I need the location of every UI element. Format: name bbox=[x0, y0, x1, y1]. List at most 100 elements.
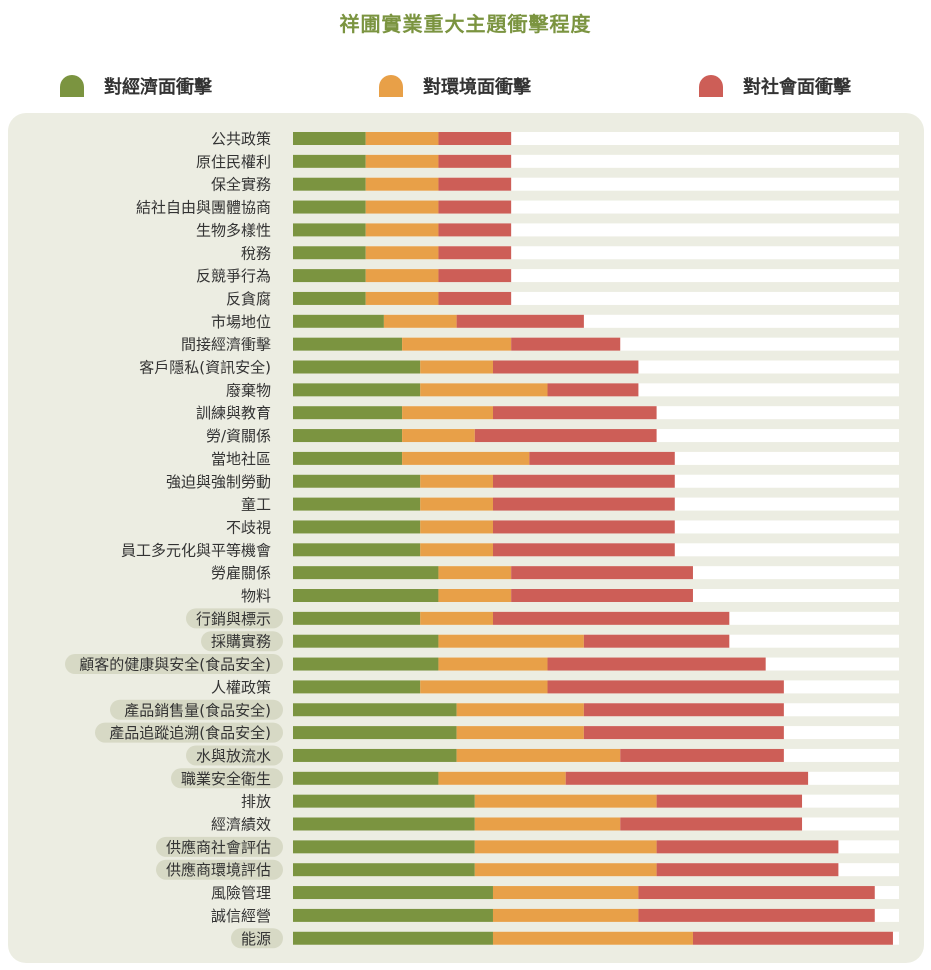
bar-segment-social bbox=[438, 291, 512, 305]
legend-label-social: 對社會面衝擊 bbox=[743, 77, 851, 98]
bar-segment-environmental bbox=[438, 566, 512, 580]
bar-segment-environmental bbox=[420, 383, 548, 397]
bar-segment-social bbox=[492, 497, 675, 511]
bar-segment-economic bbox=[293, 817, 475, 831]
bar-segment-social bbox=[492, 611, 730, 625]
bar-segment-environmental bbox=[383, 314, 457, 328]
bar-segment-social bbox=[583, 634, 730, 648]
bar-segment-environmental bbox=[492, 931, 693, 945]
bar-segment-social bbox=[492, 474, 675, 488]
bar-segment-social bbox=[656, 863, 839, 877]
bar-segment-environmental bbox=[438, 589, 512, 602]
chart-row: 間接經濟衝擊 bbox=[181, 336, 899, 354]
bar-segment-economic bbox=[293, 703, 457, 717]
bar-segment-social bbox=[438, 200, 512, 214]
bar-segment-environmental bbox=[402, 406, 493, 420]
category-label: 能源 bbox=[241, 930, 271, 948]
bar-segment-social bbox=[638, 886, 875, 900]
bar-segment-economic bbox=[293, 451, 403, 465]
category-label: 產品追蹤追溯(食品安全) bbox=[109, 724, 271, 742]
stacked-bar-chart: 公共政策原住民權利保全實務結社自由與團體協商生物多樣性稅務反競爭行為反貪腐市場地… bbox=[65, 130, 899, 949]
bar-segment-economic bbox=[293, 429, 403, 443]
bar-segment-environmental bbox=[365, 132, 439, 145]
chart-row: 排放 bbox=[241, 793, 899, 811]
category-highlight bbox=[65, 654, 283, 675]
bar-segment-economic bbox=[293, 154, 366, 168]
bar-segment-social bbox=[438, 223, 512, 237]
legend-swatch-environmental bbox=[379, 75, 403, 97]
bar-segment-economic bbox=[293, 771, 439, 785]
bar-segment-economic bbox=[293, 474, 421, 488]
category-label: 訓練與教育 bbox=[196, 404, 271, 422]
category-label: 經濟績效 bbox=[211, 816, 271, 834]
chart-row: 誠信經營 bbox=[211, 907, 899, 925]
category-label: 童工 bbox=[241, 496, 271, 514]
chart-row: 市場地位 bbox=[211, 313, 899, 331]
chart-row: 人權政策 bbox=[211, 678, 899, 696]
legend-swatch-economic bbox=[60, 75, 84, 97]
category-label: 公共政策 bbox=[211, 130, 271, 148]
category-label: 排放 bbox=[241, 793, 271, 811]
bar-segment-economic bbox=[293, 931, 493, 945]
bar-segment-economic bbox=[293, 886, 493, 900]
chart-title: 祥圃實業重大主題衝擊程度 bbox=[339, 12, 592, 36]
bar-segment-economic bbox=[293, 200, 366, 214]
chart-row: 反競爭行為 bbox=[196, 267, 899, 285]
category-highlight bbox=[186, 745, 283, 766]
category-highlight bbox=[110, 699, 283, 720]
category-label: 物料 bbox=[241, 587, 271, 605]
legend-swatch-social bbox=[699, 75, 723, 97]
chart-row: 結社自由與團體協商 bbox=[136, 199, 899, 217]
bar-segment-environmental bbox=[365, 200, 439, 214]
bar-segment-environmental bbox=[474, 817, 621, 831]
bar-segment-social bbox=[547, 680, 784, 694]
bar-segment-economic bbox=[293, 520, 421, 534]
category-label: 員工多元化與平等機會 bbox=[121, 541, 271, 559]
category-label: 反競爭行為 bbox=[196, 267, 271, 285]
bar-segment-economic bbox=[293, 726, 457, 740]
chart-row: 客戶隱私(資訊安全) bbox=[139, 359, 899, 377]
bar-segment-environmental bbox=[438, 771, 566, 785]
bar-segment-economic bbox=[293, 223, 366, 237]
chart-row: 供應商社會評估 bbox=[156, 836, 899, 857]
bar-segment-economic bbox=[293, 383, 421, 397]
bar-segment-social bbox=[492, 406, 657, 420]
bar-segment-environmental bbox=[365, 177, 439, 191]
bar-segment-environmental bbox=[420, 543, 493, 557]
chart-row: 產品銷售量(食品安全) bbox=[110, 699, 899, 720]
chart-row: 職業安全衛生 bbox=[171, 768, 899, 789]
bar-segment-environmental bbox=[365, 223, 439, 237]
chart-row: 不歧視 bbox=[226, 518, 899, 536]
bar-segment-environmental bbox=[420, 680, 548, 694]
chart-row: 員工多元化與平等機會 bbox=[121, 541, 899, 559]
chart-panel: 公共政策 原住民權利 保全實務 結社自由與團體協商 生物多樣性 稅務 反競爭行為 反貪腐 市場地… bbox=[8, 113, 924, 963]
legend-item-environmental: 對環境面衝擊 bbox=[379, 74, 531, 98]
bar-segment-social bbox=[492, 360, 639, 374]
bar-segment-economic bbox=[293, 634, 439, 648]
chart-row: 強迫與強制勞動 bbox=[166, 473, 899, 491]
category-highlight bbox=[95, 722, 283, 743]
bar-segment-environmental bbox=[365, 291, 439, 305]
category-label: 廢棄物 bbox=[226, 381, 271, 399]
category-label: 市場地位 bbox=[211, 313, 271, 331]
category-label: 結社自由與團體協商 bbox=[136, 199, 271, 217]
bar-segment-environmental bbox=[420, 474, 493, 488]
bar-segment-environmental bbox=[420, 520, 493, 534]
chart-row: 供應商環境評估 bbox=[156, 859, 899, 880]
bar-segment-social bbox=[583, 726, 784, 740]
bar-segment-economic bbox=[293, 406, 403, 420]
category-label: 勞雇關係 bbox=[211, 564, 271, 582]
bar-segment-environmental bbox=[492, 886, 639, 900]
bar-segment-social bbox=[692, 931, 893, 945]
chart-row: 採購實務 bbox=[201, 631, 899, 652]
category-label: 風險管理 bbox=[211, 884, 271, 902]
chart-row: 反貪腐 bbox=[226, 290, 899, 308]
chart-row: 童工 bbox=[241, 496, 899, 514]
bar-segment-environmental bbox=[474, 794, 657, 808]
bar-segment-environmental bbox=[456, 748, 621, 762]
category-label: 反貪腐 bbox=[226, 290, 271, 308]
bar-segment-economic bbox=[293, 589, 439, 602]
bar-segment-social bbox=[456, 314, 584, 328]
bar-segment-economic bbox=[293, 269, 366, 283]
bar-segment-social bbox=[620, 817, 803, 831]
